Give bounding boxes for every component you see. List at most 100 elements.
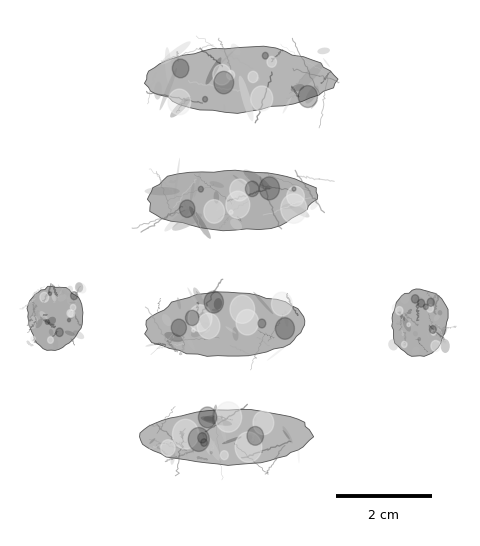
Text: 2 cm: 2 cm [369, 509, 399, 522]
Ellipse shape [225, 421, 242, 434]
Circle shape [263, 52, 268, 59]
Ellipse shape [190, 181, 195, 201]
Ellipse shape [65, 330, 75, 336]
Polygon shape [147, 170, 318, 231]
Circle shape [431, 330, 436, 335]
Ellipse shape [162, 314, 171, 326]
Circle shape [271, 292, 292, 316]
Circle shape [204, 200, 225, 223]
Ellipse shape [230, 297, 238, 306]
Ellipse shape [199, 312, 210, 330]
Circle shape [198, 407, 216, 428]
Ellipse shape [323, 58, 330, 67]
Ellipse shape [239, 76, 253, 121]
Circle shape [220, 450, 228, 460]
Ellipse shape [170, 97, 191, 117]
Circle shape [203, 97, 207, 102]
Circle shape [427, 298, 434, 306]
Ellipse shape [172, 213, 202, 231]
Ellipse shape [317, 48, 330, 54]
Ellipse shape [311, 100, 318, 109]
Ellipse shape [427, 331, 429, 340]
Circle shape [213, 64, 231, 85]
Circle shape [259, 177, 279, 200]
Ellipse shape [193, 171, 201, 197]
Ellipse shape [47, 317, 56, 325]
Circle shape [172, 419, 199, 449]
Circle shape [71, 292, 78, 300]
Ellipse shape [144, 187, 180, 195]
Circle shape [229, 210, 233, 214]
Ellipse shape [40, 317, 46, 321]
Ellipse shape [216, 188, 240, 211]
Ellipse shape [433, 296, 440, 305]
Ellipse shape [214, 191, 219, 204]
Circle shape [48, 292, 51, 295]
Circle shape [418, 299, 425, 307]
Ellipse shape [187, 287, 196, 304]
Circle shape [245, 181, 259, 197]
Ellipse shape [224, 104, 225, 112]
Ellipse shape [194, 323, 210, 334]
Circle shape [197, 313, 220, 339]
Ellipse shape [289, 204, 310, 217]
Ellipse shape [428, 326, 431, 328]
Ellipse shape [238, 419, 242, 430]
Circle shape [431, 340, 441, 352]
Circle shape [230, 179, 249, 201]
Circle shape [230, 295, 255, 323]
Ellipse shape [174, 158, 180, 198]
Ellipse shape [253, 292, 273, 314]
Ellipse shape [70, 301, 76, 304]
Circle shape [423, 304, 428, 310]
Ellipse shape [305, 86, 319, 104]
Ellipse shape [255, 77, 260, 81]
Ellipse shape [149, 438, 155, 444]
Ellipse shape [231, 44, 240, 55]
Ellipse shape [283, 430, 290, 440]
Circle shape [161, 440, 175, 456]
Ellipse shape [164, 209, 190, 232]
Ellipse shape [388, 339, 398, 351]
Ellipse shape [205, 57, 221, 85]
Ellipse shape [396, 321, 402, 325]
Ellipse shape [281, 203, 301, 209]
Ellipse shape [291, 84, 304, 92]
Ellipse shape [210, 46, 239, 74]
Ellipse shape [39, 311, 48, 320]
Ellipse shape [36, 319, 43, 328]
Ellipse shape [298, 447, 300, 463]
Ellipse shape [154, 82, 162, 99]
Ellipse shape [440, 327, 447, 336]
Circle shape [171, 319, 186, 336]
Ellipse shape [408, 318, 415, 327]
Polygon shape [144, 292, 305, 357]
Circle shape [198, 432, 207, 443]
Circle shape [287, 186, 304, 206]
Ellipse shape [204, 434, 221, 461]
Ellipse shape [212, 308, 219, 312]
Ellipse shape [441, 339, 450, 353]
Circle shape [45, 320, 49, 324]
Polygon shape [27, 286, 83, 351]
Ellipse shape [58, 294, 67, 301]
Ellipse shape [51, 293, 56, 301]
Circle shape [31, 336, 35, 341]
Ellipse shape [243, 170, 271, 190]
Circle shape [292, 187, 296, 191]
Ellipse shape [183, 330, 195, 351]
Ellipse shape [75, 282, 83, 293]
Circle shape [214, 72, 234, 94]
Ellipse shape [247, 435, 255, 443]
Ellipse shape [67, 294, 77, 306]
Circle shape [172, 59, 189, 78]
Ellipse shape [392, 304, 399, 313]
Circle shape [427, 305, 433, 312]
Ellipse shape [179, 415, 181, 417]
Circle shape [235, 432, 262, 462]
Ellipse shape [412, 346, 420, 355]
Circle shape [68, 318, 71, 322]
Ellipse shape [224, 170, 245, 180]
Circle shape [430, 325, 436, 334]
Ellipse shape [212, 405, 217, 424]
